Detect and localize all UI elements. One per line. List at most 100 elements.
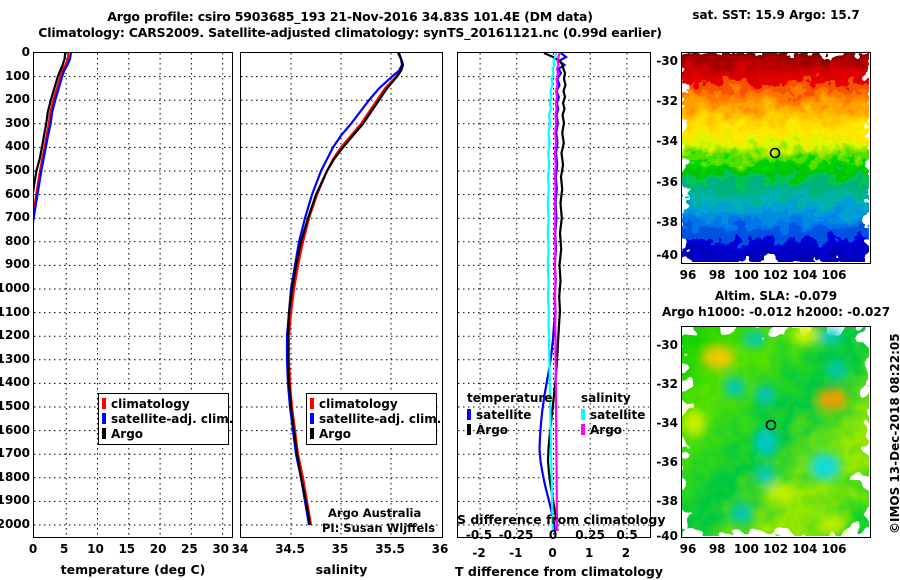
legend-item: Argo bbox=[310, 426, 432, 441]
legend-item: satellite-adj. clim. bbox=[102, 411, 233, 426]
page-title-line1: Argo profile: csiro 5903685_193 21-Nov-2… bbox=[107, 9, 593, 24]
depth-tick: 0 bbox=[21, 45, 30, 59]
legend-item: Argo bbox=[581, 422, 645, 437]
temperature-xtick: 0 bbox=[28, 542, 38, 556]
legend-item: Argo bbox=[467, 422, 552, 437]
tdiff-xtick: 1 bbox=[585, 546, 594, 560]
depth-tick: 800 bbox=[4, 233, 30, 248]
sla-xtick: 98 bbox=[708, 542, 726, 556]
sst-ytick: -36 bbox=[656, 174, 678, 189]
temperature-axis-label: temperature (deg C) bbox=[60, 562, 206, 577]
temperature-argo-swatch-icon bbox=[467, 424, 471, 435]
tdiff-xtick: 0 bbox=[548, 546, 557, 560]
argo-swatch-icon bbox=[310, 428, 314, 439]
sst-ytick: -40 bbox=[656, 248, 678, 262]
legend-label: Argo bbox=[111, 426, 144, 441]
sla-map[interactable] bbox=[681, 326, 871, 538]
legend-group-header: temperature bbox=[467, 391, 553, 405]
temperature-profile-panel bbox=[33, 52, 233, 538]
sla-xtick: 100 bbox=[733, 542, 759, 556]
sst-xtick: 106 bbox=[821, 268, 847, 282]
page-title-line2: Climatology: CARS2009. Satellite-adjuste… bbox=[38, 25, 662, 40]
sst-ytick: -32 bbox=[656, 94, 678, 109]
sst-ytick: -38 bbox=[656, 214, 678, 229]
sla-ytick: -38 bbox=[656, 494, 678, 508]
depth-tick: 1100 bbox=[0, 304, 30, 319]
sst-map[interactable] bbox=[681, 52, 871, 264]
legend-item: climatology bbox=[102, 396, 224, 411]
sla-ytick: -32 bbox=[656, 377, 678, 391]
sla-xtick: 104 bbox=[792, 542, 818, 556]
sst-map-title: sat. SST: 15.9 Argo: 15.7 bbox=[692, 8, 860, 22]
legend-item: Argo bbox=[102, 426, 224, 441]
argo-australia-credit: Argo Australia bbox=[328, 506, 422, 520]
sst-xtick: 98 bbox=[708, 268, 726, 282]
difference-legend-salinity: salinity satellite Argo bbox=[581, 392, 645, 437]
sla-map-raster bbox=[682, 327, 869, 536]
depth-tick: 100 bbox=[4, 68, 30, 83]
depth-tick: 1800 bbox=[0, 469, 30, 484]
legend-label: satellite-adj. clim. bbox=[111, 411, 234, 426]
sla-ytick: -34 bbox=[656, 416, 678, 430]
depth-tick: 2000 bbox=[0, 517, 30, 531]
sla-ytick: -40 bbox=[656, 529, 678, 543]
temperature-xtick: 15 bbox=[118, 542, 136, 556]
difference-profile-panel bbox=[457, 52, 651, 538]
legend-group-header: salinity bbox=[581, 391, 631, 405]
sdiff-xtick: -0.5 bbox=[465, 528, 493, 542]
sdiff-xtick: 0.5 bbox=[616, 528, 638, 542]
salinity-xtick: 34 bbox=[231, 542, 249, 556]
temperature-xtick: 5 bbox=[60, 542, 69, 556]
sst-ytick: -34 bbox=[656, 134, 678, 149]
depth-tick: 1300 bbox=[0, 351, 30, 366]
depth-tick: 1200 bbox=[0, 328, 30, 343]
sst-xtick: 100 bbox=[733, 268, 759, 282]
climatology-swatch-icon bbox=[102, 398, 106, 409]
legend-label: climatology bbox=[319, 396, 398, 411]
temperature-xtick: 10 bbox=[87, 542, 104, 556]
argo-position-marker bbox=[765, 419, 777, 431]
salinity-plot-svg bbox=[241, 53, 441, 536]
difference-plot-svg bbox=[458, 53, 649, 536]
depth-tick: 900 bbox=[4, 257, 30, 272]
temperature-satellite-swatch-icon bbox=[467, 409, 471, 420]
tdiff-xtick: -1 bbox=[509, 546, 523, 560]
depth-tick: 600 bbox=[4, 186, 30, 201]
salinity-legend: climatology satellite-adj. clim. Argo bbox=[306, 393, 441, 445]
temperature-difference-axis-label: T difference from climatology bbox=[455, 564, 664, 579]
satellite-adj-clim-swatch-icon bbox=[310, 413, 314, 424]
depth-tick: 200 bbox=[4, 92, 30, 107]
temperature-xtick: 30 bbox=[212, 542, 230, 556]
sla-xtick: 96 bbox=[679, 542, 697, 556]
salinity-xtick: 34.5 bbox=[275, 542, 305, 556]
legend-label: climatology bbox=[111, 396, 190, 411]
sla-xtick: 106 bbox=[821, 542, 847, 556]
temperature-xtick: 25 bbox=[181, 542, 198, 556]
legend-item: climatology bbox=[310, 396, 432, 411]
sst-ytick: -30 bbox=[656, 54, 678, 68]
salinity-argo-swatch-icon bbox=[581, 424, 585, 435]
salinity-xtick: 35.5 bbox=[375, 542, 405, 556]
depth-tick: 1400 bbox=[0, 375, 30, 390]
temperature-xtick: 20 bbox=[149, 542, 167, 556]
imos-copyright: ©IMOS 13-Dec-2018 08:22:05 bbox=[888, 333, 900, 534]
depth-tick: 1900 bbox=[0, 493, 30, 508]
difference-legend-temperature: temperature satellite Argo bbox=[467, 392, 552, 437]
salinity-axis-label: salinity bbox=[315, 562, 368, 577]
legend-label: Argo bbox=[319, 426, 352, 441]
argo-swatch-icon bbox=[102, 428, 106, 439]
depth-tick: 1700 bbox=[0, 446, 30, 461]
salinity-difference-axis-label: S difference from climatology bbox=[457, 512, 666, 527]
temperature-plot-svg bbox=[34, 53, 231, 536]
depth-tick: 300 bbox=[4, 115, 30, 130]
depth-tick: 1600 bbox=[0, 422, 30, 437]
sdiff-xtick: 0 bbox=[548, 528, 558, 542]
sla-ytick: -30 bbox=[656, 338, 678, 352]
salinity-profile-panel bbox=[240, 52, 443, 538]
legend-label: satellite-adj. clim. bbox=[319, 411, 442, 426]
sst-xtick: 104 bbox=[792, 268, 818, 282]
salinity-xtick: 35 bbox=[331, 542, 349, 556]
satellite-adj-clim-swatch-icon bbox=[102, 413, 106, 424]
depth-tick: 500 bbox=[4, 163, 30, 177]
salinity-xtick: 36 bbox=[431, 542, 449, 556]
